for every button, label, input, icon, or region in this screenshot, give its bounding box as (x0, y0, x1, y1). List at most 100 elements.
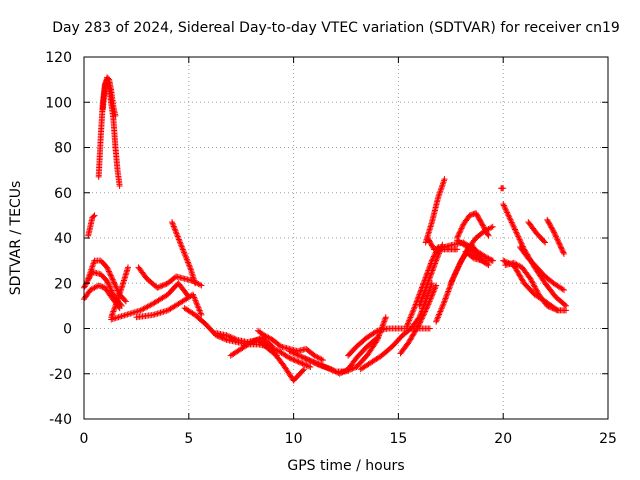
data-point (422, 308, 429, 315)
data-point (439, 182, 446, 189)
data-point (297, 353, 304, 360)
data-point (110, 307, 117, 314)
data-point (290, 356, 297, 363)
data-point (429, 266, 436, 273)
data-point (549, 225, 556, 232)
data-point (223, 332, 230, 339)
data-point (322, 363, 329, 370)
data-point (121, 297, 128, 304)
data-point (292, 357, 299, 364)
data-point (436, 189, 443, 196)
data-point (422, 307, 429, 314)
data-point (550, 305, 557, 312)
data-point (404, 320, 411, 327)
data-point (481, 225, 488, 232)
data-point (196, 307, 203, 314)
data-point (511, 226, 518, 233)
data-point (548, 304, 555, 311)
data-point (509, 220, 516, 227)
data-point (447, 282, 454, 289)
data-point (555, 239, 562, 246)
data-point (329, 367, 336, 374)
data-point (429, 267, 436, 274)
data-point (560, 249, 567, 256)
data-point (430, 288, 437, 295)
data-point (475, 215, 482, 222)
data-point (444, 289, 451, 296)
data-point (457, 226, 464, 233)
data-point (106, 269, 113, 276)
data-point (508, 219, 515, 226)
data-point (441, 176, 448, 183)
data-point (435, 251, 442, 258)
data-point (379, 322, 386, 329)
data-point (489, 257, 496, 264)
data-point (287, 355, 294, 362)
data-point (544, 302, 551, 309)
data-point (298, 353, 305, 360)
series-arc-24 (422, 176, 448, 246)
data-point (162, 281, 169, 288)
data-point (348, 366, 355, 373)
data-point (420, 291, 427, 298)
data-point (457, 228, 464, 235)
data-point (542, 239, 549, 246)
data-point (435, 312, 442, 319)
plot-frame (83, 56, 609, 420)
data-point (459, 224, 466, 231)
data-point (113, 284, 120, 291)
data-point (405, 318, 412, 325)
y-tick-label: 60 (54, 186, 72, 202)
data-point (171, 224, 178, 231)
data-point (425, 277, 432, 284)
data-point (500, 201, 507, 208)
data-point (104, 265, 111, 272)
data-point (483, 228, 490, 235)
data-point (459, 255, 466, 262)
data-point (500, 257, 507, 264)
data-point (295, 358, 302, 365)
data-point (300, 367, 307, 374)
data-point (507, 216, 514, 223)
x-tick-label: 10 (285, 431, 303, 447)
data-point (110, 308, 117, 315)
data-point (527, 275, 534, 282)
data-point (533, 287, 540, 294)
series-arc-35 (502, 259, 570, 314)
data-point (419, 314, 426, 321)
data-point (458, 225, 465, 232)
data-point (89, 262, 96, 269)
data-point (449, 276, 456, 283)
data-point (418, 295, 425, 302)
data-point (81, 283, 88, 290)
data-point (105, 267, 112, 274)
data-point (431, 263, 438, 270)
data-point (424, 302, 431, 309)
data-point (515, 233, 522, 240)
data-point (105, 280, 112, 287)
data-point (181, 249, 188, 256)
data-point (174, 233, 181, 240)
data-point (380, 319, 387, 326)
data-point (451, 273, 458, 280)
data-point (224, 332, 231, 339)
data-point (319, 362, 326, 369)
data-point (530, 282, 537, 289)
data-point (376, 332, 383, 339)
data-point (172, 227, 179, 234)
data-point (104, 279, 111, 286)
data-point (408, 333, 415, 340)
data-point (451, 271, 458, 278)
data-point (405, 339, 412, 346)
data-point (198, 311, 205, 318)
data-point (170, 223, 177, 230)
data-point (482, 227, 489, 234)
data-point (416, 320, 423, 327)
y-tick-label: -40 (49, 412, 72, 428)
data-point (512, 227, 519, 234)
data-point (456, 260, 463, 267)
data-point (178, 242, 185, 249)
data-point (112, 282, 119, 289)
data-point (296, 359, 303, 366)
